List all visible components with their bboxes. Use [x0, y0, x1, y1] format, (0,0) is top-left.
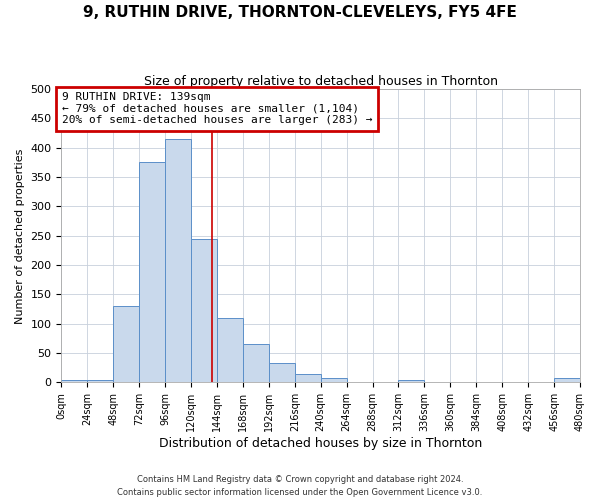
Bar: [165, 139, 191, 382]
Bar: [113, 306, 139, 382]
Text: 9 RUTHIN DRIVE: 139sqm
← 79% of detached houses are smaller (1,104)
20% of semi-: 9 RUTHIN DRIVE: 139sqm ← 79% of detached…: [62, 92, 373, 126]
Bar: [88, 380, 113, 382]
Bar: [398, 380, 424, 382]
Bar: [243, 344, 269, 383]
Bar: [191, 239, 217, 382]
Bar: [554, 378, 580, 382]
Title: Size of property relative to detached houses in Thornton: Size of property relative to detached ho…: [144, 75, 498, 88]
Bar: [321, 378, 347, 382]
Text: Contains HM Land Registry data © Crown copyright and database right 2024.
Contai: Contains HM Land Registry data © Crown c…: [118, 476, 482, 497]
Y-axis label: Number of detached properties: Number of detached properties: [15, 148, 25, 324]
Bar: [295, 374, 321, 382]
Bar: [139, 162, 165, 382]
Text: 9, RUTHIN DRIVE, THORNTON-CLEVELEYS, FY5 4FE: 9, RUTHIN DRIVE, THORNTON-CLEVELEYS, FY5…: [83, 5, 517, 20]
Bar: [269, 363, 295, 382]
Bar: [61, 380, 88, 382]
X-axis label: Distribution of detached houses by size in Thornton: Distribution of detached houses by size …: [159, 437, 482, 450]
Bar: [217, 318, 243, 382]
